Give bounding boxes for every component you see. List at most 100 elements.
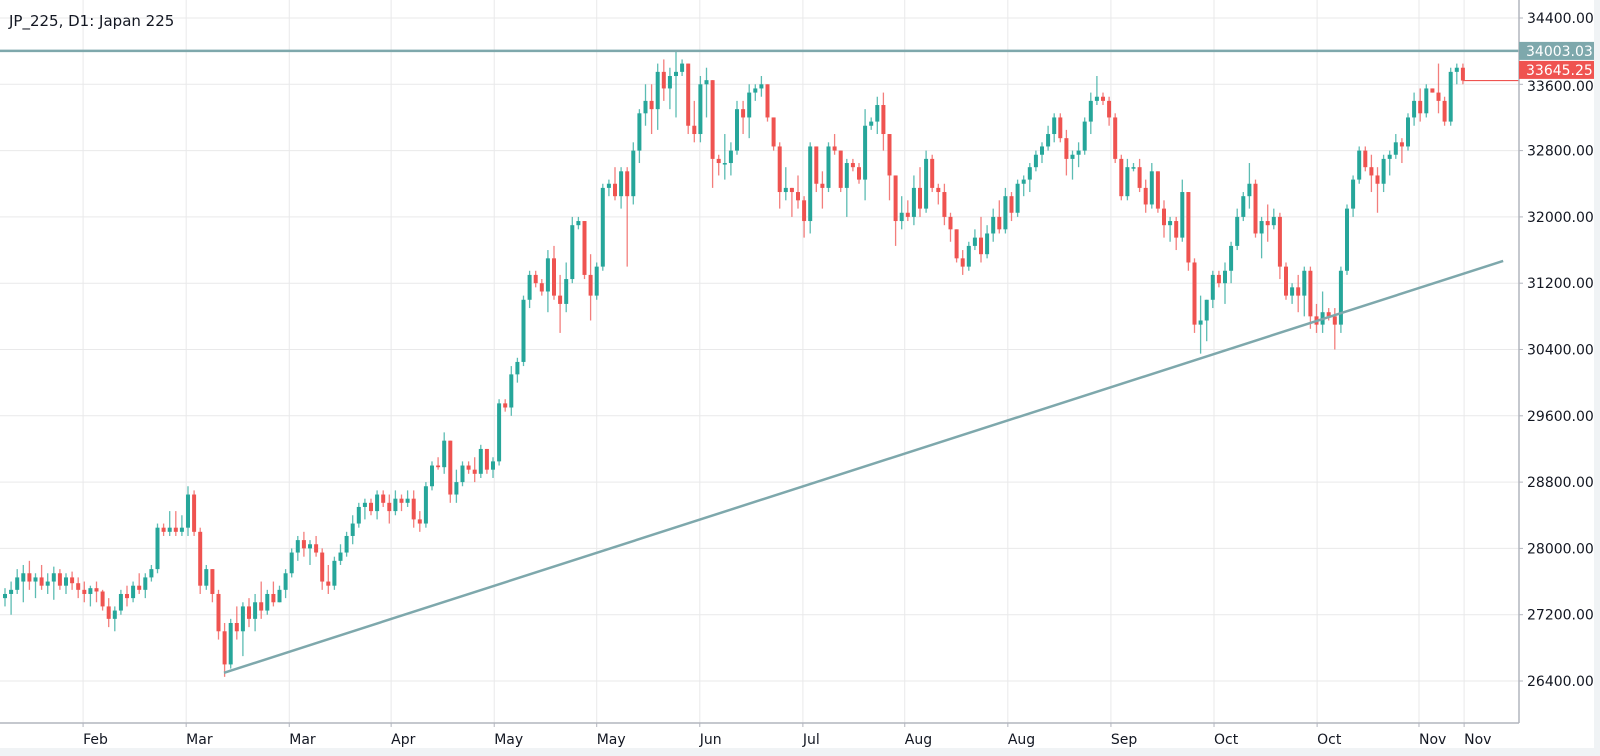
candle — [186, 486, 190, 536]
candle — [131, 581, 136, 603]
candle-body — [9, 589, 14, 594]
candle — [332, 556, 337, 590]
candle — [753, 84, 758, 101]
candle-body — [149, 569, 154, 578]
candle-body — [436, 465, 441, 468]
candle — [192, 490, 197, 536]
candle-body — [1223, 270, 1227, 284]
candle-body — [789, 187, 794, 193]
candle-body — [118, 593, 123, 611]
candle — [985, 225, 990, 259]
candle — [265, 589, 270, 615]
candle-body — [649, 100, 654, 110]
candle-body — [454, 482, 459, 495]
candle — [27, 560, 32, 590]
candle — [1271, 208, 1276, 230]
candle-body — [667, 76, 672, 89]
candle — [1290, 283, 1295, 304]
candle — [1363, 146, 1368, 172]
candle-body — [619, 171, 624, 197]
candle-body — [911, 187, 916, 217]
candle — [1369, 154, 1374, 193]
x-tick-label: Oct — [1317, 732, 1342, 748]
candle — [552, 245, 556, 300]
candle — [1436, 63, 1441, 114]
candle-body — [393, 498, 398, 512]
candle-body — [350, 523, 355, 536]
candle-body — [1015, 183, 1020, 213]
trendline[interactable] — [223, 259, 1504, 674]
candle — [1027, 163, 1032, 193]
candle-body — [112, 610, 117, 619]
candle — [826, 142, 831, 193]
candle — [369, 498, 373, 516]
candle-body — [753, 88, 758, 93]
candle-body — [1082, 121, 1087, 151]
candle — [1192, 258, 1197, 333]
candle — [509, 366, 514, 416]
candle — [314, 535, 319, 557]
candle — [234, 606, 239, 640]
candle — [911, 175, 916, 226]
candle — [899, 196, 904, 230]
candle — [539, 279, 544, 296]
candle-body — [192, 494, 197, 532]
candle — [692, 100, 697, 143]
candle — [1454, 63, 1459, 85]
candle-body — [808, 146, 813, 222]
horizontal-line-price-label: 34003.03 — [1526, 44, 1593, 60]
x-tick-label: Sep — [1111, 732, 1138, 748]
candle-body — [1302, 270, 1307, 296]
candle-body — [1253, 183, 1258, 234]
candle — [1052, 113, 1057, 143]
candle-body — [735, 109, 739, 151]
candle — [356, 502, 361, 528]
candle — [399, 494, 404, 512]
candle-body — [1406, 117, 1410, 147]
candle-body — [924, 158, 929, 209]
candle — [1088, 92, 1093, 135]
candle-body — [1326, 312, 1331, 317]
candle — [1430, 88, 1435, 93]
candle — [460, 461, 465, 487]
candle-body — [1070, 154, 1075, 159]
candle — [417, 511, 422, 532]
candle-body — [1088, 100, 1093, 122]
candle-body — [1094, 96, 1099, 101]
candle-body — [704, 80, 709, 85]
candle — [997, 200, 1002, 234]
candle-body — [356, 506, 361, 524]
candle — [1424, 84, 1429, 118]
candle — [783, 167, 788, 201]
candle-body — [460, 465, 465, 483]
candle-body — [491, 461, 495, 470]
candle — [472, 457, 477, 483]
candle — [1357, 146, 1362, 184]
candle-body — [796, 192, 800, 201]
candle-body — [320, 552, 325, 582]
candle-body — [972, 237, 977, 246]
candle-body — [850, 163, 855, 168]
candle-body — [186, 494, 190, 528]
candle — [33, 573, 38, 599]
candle-body — [76, 583, 81, 590]
candle-body — [472, 469, 477, 474]
candle-body — [1229, 245, 1234, 271]
candle-body — [765, 84, 770, 118]
candle-body — [1058, 117, 1063, 139]
candle-body — [1351, 179, 1356, 209]
candle — [936, 183, 941, 205]
candle-body — [1399, 142, 1404, 147]
drawings[interactable] — [0, 49, 1519, 674]
candle — [1131, 163, 1136, 172]
candle — [82, 581, 87, 603]
candle-body — [1412, 100, 1417, 118]
candle-body — [564, 279, 569, 304]
candle-body — [271, 593, 276, 603]
candle-body — [253, 602, 258, 619]
candle — [100, 589, 105, 611]
candle-body — [1265, 221, 1270, 226]
candle-body — [442, 440, 447, 468]
candle-body — [1345, 208, 1349, 271]
